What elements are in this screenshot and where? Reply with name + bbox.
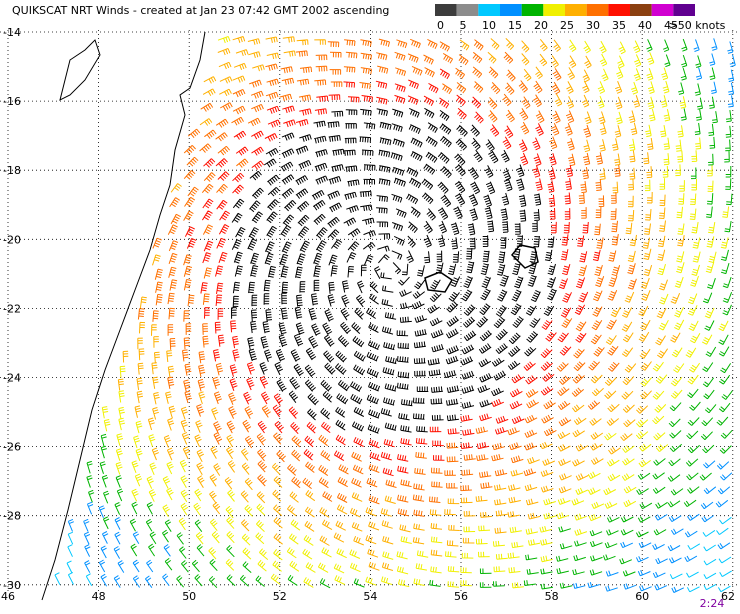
legend-label: 35	[612, 19, 626, 32]
legend-label: 45	[664, 19, 678, 32]
legend-label: 25	[560, 19, 574, 32]
lat-label: -22	[3, 302, 21, 315]
lat-label: -28	[3, 510, 21, 523]
lon-label: 56	[454, 590, 468, 603]
lon-label: 54	[363, 590, 377, 603]
lon-label: 58	[545, 590, 559, 603]
legend-swatch	[456, 4, 479, 16]
lon-label: 46	[1, 590, 15, 603]
legend-label: 20	[534, 19, 548, 32]
legend-swatch	[651, 4, 674, 16]
legend-label: 15	[508, 19, 522, 32]
wind-barbs	[54, 36, 736, 593]
legend-swatch	[521, 4, 544, 16]
legend-swatch	[543, 4, 565, 16]
legend-swatch	[586, 4, 609, 16]
lat-label: -26	[3, 441, 21, 454]
legend-label: 30	[586, 19, 600, 32]
legend-swatch	[435, 4, 457, 16]
legend-label: 40	[638, 19, 652, 32]
island	[59, 39, 101, 101]
legend-swatch	[673, 4, 695, 16]
lon-label: 62	[721, 590, 735, 603]
lat-label: -20	[3, 233, 21, 246]
lat-label: -16	[3, 95, 21, 108]
barb-group	[67, 38, 736, 593]
legend-swatch	[565, 4, 587, 16]
axis-labels: 46 48 50 52 54 56 58 60 62 -14 -16 -18 -20 -22 -24 -26 -…	[1, 26, 735, 603]
lat-label: -24	[3, 372, 21, 385]
lat-label: -14	[3, 26, 21, 39]
legend-label: 0	[437, 19, 444, 32]
legend-label: 10	[482, 19, 496, 32]
legend-swatch	[608, 4, 630, 16]
color-legend: 0 5 10 15 20 25 30 35 40 45>50 knots	[435, 4, 726, 32]
coastline	[41, 31, 206, 601]
lon-label: 48	[92, 590, 106, 603]
map-title: QUIKSCAT NRT Winds - created at Jan 23 0…	[12, 4, 389, 17]
barb-group	[137, 38, 637, 517]
legend-label: 5	[460, 19, 467, 32]
barb-group	[101, 36, 730, 589]
barb-group	[117, 36, 685, 571]
barb-group	[54, 516, 732, 593]
barb-group	[86, 38, 733, 590]
lon-label: 60	[635, 590, 649, 603]
lon-label: 52	[273, 590, 287, 603]
legend-label: >50 knots	[669, 19, 726, 32]
time-label: 2:24	[700, 597, 725, 610]
lat-label: -30	[3, 579, 21, 592]
barb-group	[231, 107, 557, 434]
lon-label: 50	[182, 590, 196, 603]
legend-swatch	[630, 4, 652, 16]
legend-swatch	[500, 4, 522, 16]
legend-swatch	[478, 4, 500, 16]
barb-group	[184, 68, 601, 477]
lat-label: -18	[3, 164, 21, 177]
